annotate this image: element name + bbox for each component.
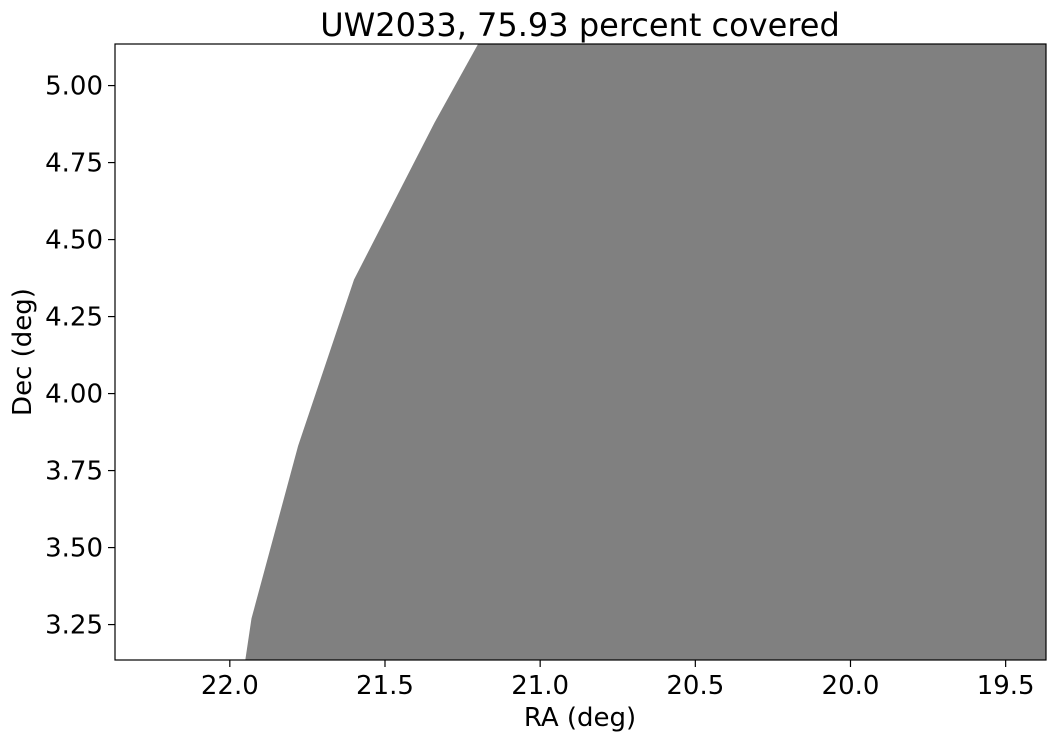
x-tick-label: 19.5 [977, 671, 1035, 701]
y-tick-label: 3.50 [45, 534, 103, 564]
plot-frame [114, 43, 1047, 661]
y-tick-label: 3.75 [45, 457, 103, 487]
x-axis-label: RA (deg) [524, 703, 636, 733]
chart-title: UW2033, 75.93 percent covered [320, 6, 840, 44]
plot-area [245, 44, 1047, 660]
y-tick-label: 4.50 [45, 226, 103, 256]
y-axis-label: Dec (deg) [8, 288, 38, 416]
y-tick-label: 4.25 [45, 303, 103, 333]
y-tick-label: 3.25 [45, 611, 103, 641]
y-tick-label: 4.75 [45, 149, 103, 179]
y-tick-label: 5.00 [45, 72, 103, 102]
covered-region [245, 44, 1047, 660]
x-tick-label: 20.5 [666, 671, 724, 701]
x-tick-label: 20.0 [822, 671, 880, 701]
x-tick-label: 21.0 [511, 671, 569, 701]
x-tick-label: 21.5 [356, 671, 414, 701]
x-tick-label: 22.0 [201, 671, 259, 701]
y-tick-label: 4.00 [45, 380, 103, 410]
x-axis: 22.0 21.5 21.0 20.5 20.0 19.5 [201, 660, 1035, 701]
y-axis: 3.25 3.50 3.75 4.00 4.25 4.50 4.75 5.00 [45, 72, 115, 641]
